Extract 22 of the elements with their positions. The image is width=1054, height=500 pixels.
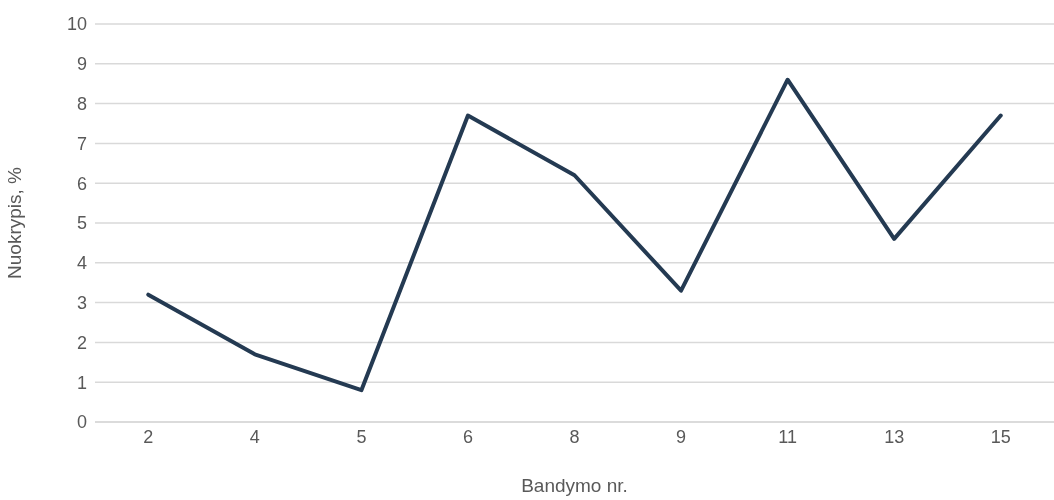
y-tick-label: 3 [76, 292, 87, 313]
y-tick-label: 1 [76, 372, 87, 393]
y-tick-label: 0 [76, 412, 87, 433]
y-tick-label: 8 [76, 93, 87, 114]
line-series [146, 77, 1003, 393]
y-tick-label: 6 [76, 173, 87, 194]
y-tick-label: 4 [76, 253, 87, 274]
x-tick-label: 6 [462, 426, 473, 447]
y-tick-label: 5 [76, 213, 87, 234]
x-tick-label: 9 [676, 426, 687, 447]
x-tick-label: 13 [884, 426, 905, 447]
x-tick-label: 2 [143, 426, 154, 447]
x-tick-label: 5 [356, 426, 367, 447]
x-axis-title: Bandymo nr. [521, 475, 628, 496]
y-tick-label: 9 [76, 54, 87, 75]
y-tick-label: 10 [66, 14, 87, 35]
x-tick-label: 15 [990, 426, 1011, 447]
y-tick-label: 7 [76, 133, 87, 154]
x-tick-label: 11 [778, 426, 797, 447]
x-tick-label: 4 [249, 426, 260, 447]
x-tick-label: 8 [569, 426, 580, 447]
y-tick-label: 2 [76, 332, 87, 353]
